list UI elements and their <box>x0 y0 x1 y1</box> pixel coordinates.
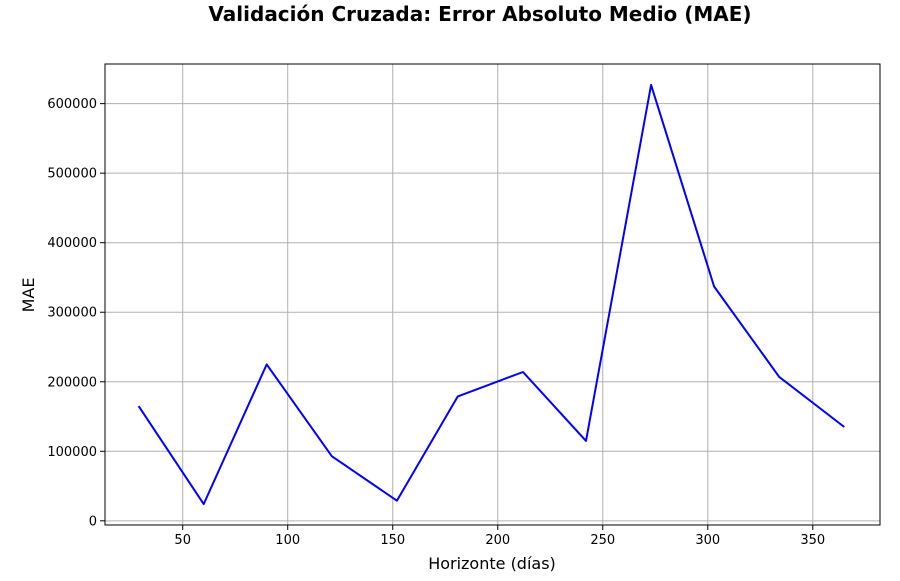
x-tick-label: 350 <box>800 533 825 548</box>
y-tick-label: 400000 <box>47 236 97 251</box>
x-tick-label: 250 <box>590 533 615 548</box>
grid <box>105 64 880 525</box>
x-axis-label: Horizonte (días) <box>428 554 556 573</box>
y-tick-label: 100000 <box>47 445 97 460</box>
x-tick-label: 50 <box>174 533 191 548</box>
plot-frame <box>104 63 881 526</box>
x-tick-label: 150 <box>380 533 405 548</box>
x-tick-label: 300 <box>695 533 720 548</box>
series-line <box>137 83 845 506</box>
y-tick-label: 500000 <box>47 167 97 182</box>
axis-ticks: 50 100 150 200 250 300 350 0 100000 200000 300000 4… <box>47 97 825 548</box>
y-tick-label: 600000 <box>47 97 97 112</box>
y-tick-label: 0 <box>89 514 97 529</box>
x-tick-label: 100 <box>275 533 300 548</box>
y-axis-label: MAE <box>19 278 38 313</box>
series-layer <box>137 83 845 506</box>
chart-title: Validación Cruzada: Error Absoluto Medio… <box>208 2 751 26</box>
y-tick-label: 300000 <box>47 306 97 321</box>
y-tick-label: 200000 <box>47 375 97 390</box>
x-tick-label: 200 <box>485 533 510 548</box>
